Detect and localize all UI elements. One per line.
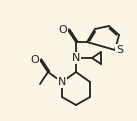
Text: S: S bbox=[116, 45, 123, 55]
Text: O: O bbox=[58, 25, 67, 35]
Text: O: O bbox=[30, 55, 39, 65]
Text: N: N bbox=[58, 77, 66, 87]
Text: N: N bbox=[72, 53, 80, 63]
